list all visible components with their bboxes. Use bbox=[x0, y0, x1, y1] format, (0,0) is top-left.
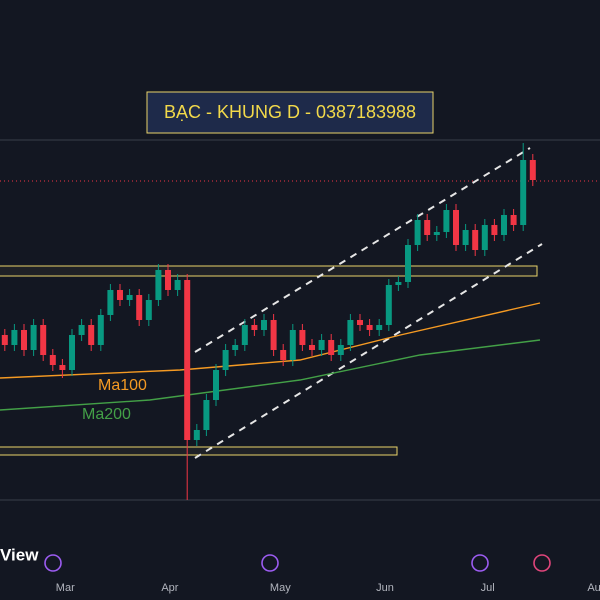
candle-body bbox=[40, 325, 47, 355]
candle-body bbox=[318, 340, 325, 350]
candle-body bbox=[405, 245, 411, 282]
candle-body bbox=[337, 345, 344, 355]
ma-label: Ma200 bbox=[82, 406, 131, 423]
candle-body bbox=[21, 330, 27, 350]
ma-label: Ma100 bbox=[98, 377, 147, 394]
candle-body bbox=[328, 340, 335, 355]
ma-line bbox=[0, 339, 541, 411]
candle-body bbox=[376, 325, 383, 330]
x-tick-label: Aug bbox=[587, 582, 600, 594]
candle-body bbox=[414, 220, 421, 245]
candle-body bbox=[433, 232, 440, 235]
candle-body bbox=[88, 325, 95, 345]
title-box bbox=[146, 91, 434, 134]
event-icon[interactable] bbox=[471, 554, 489, 572]
trend-line bbox=[194, 147, 531, 353]
candle-body bbox=[213, 370, 219, 400]
candle-body bbox=[481, 225, 488, 250]
candle-body bbox=[510, 215, 517, 225]
event-icon[interactable] bbox=[44, 554, 62, 572]
candle-body bbox=[462, 230, 469, 245]
candle-body bbox=[251, 325, 258, 330]
candle-body bbox=[222, 350, 229, 370]
candle-body bbox=[280, 350, 287, 360]
event-icons bbox=[44, 554, 551, 572]
candle-body bbox=[289, 330, 296, 360]
candle-body bbox=[347, 320, 354, 345]
candle-body bbox=[69, 335, 75, 370]
candle-body bbox=[443, 210, 450, 232]
candle-body bbox=[366, 325, 373, 330]
candle-body bbox=[117, 290, 123, 300]
candle-body bbox=[155, 270, 162, 300]
trend-line bbox=[194, 243, 543, 459]
candle-body bbox=[165, 270, 171, 290]
event-icon[interactable] bbox=[261, 554, 279, 572]
candle-body bbox=[11, 330, 18, 345]
candle-body bbox=[453, 210, 459, 245]
event-icon[interactable] bbox=[533, 554, 551, 572]
candle-body bbox=[126, 295, 133, 300]
x-tick-label: Jun bbox=[376, 582, 394, 594]
candle-body bbox=[49, 355, 56, 365]
candle-body bbox=[184, 280, 191, 440]
candle-body bbox=[241, 325, 248, 345]
candle-body bbox=[385, 285, 392, 325]
candle-body bbox=[59, 365, 66, 370]
candle-body bbox=[78, 325, 85, 335]
x-tick-label: Apr bbox=[161, 582, 178, 594]
candle-body bbox=[97, 315, 104, 345]
zone-box bbox=[0, 265, 538, 277]
candle-body bbox=[193, 430, 200, 440]
candle-body bbox=[203, 400, 210, 430]
candle-body bbox=[174, 280, 181, 290]
candle-body bbox=[261, 320, 267, 330]
candle-body bbox=[357, 320, 363, 325]
candle-body bbox=[309, 345, 315, 350]
candle-body bbox=[395, 282, 402, 285]
zone-box bbox=[0, 446, 398, 456]
candle-body bbox=[232, 345, 239, 350]
candle-body bbox=[270, 320, 277, 350]
candle-body bbox=[299, 330, 306, 345]
chart-title: BẠC - KHUNG D - 0387183988 bbox=[164, 102, 416, 122]
candle-body bbox=[30, 325, 37, 350]
candle-body bbox=[136, 295, 143, 320]
x-tick-label: Mar bbox=[56, 582, 75, 594]
candle-body bbox=[424, 220, 431, 235]
candle-body bbox=[107, 290, 114, 315]
x-tick-label: May bbox=[270, 582, 291, 594]
candle-body bbox=[145, 300, 152, 320]
candle-body bbox=[520, 160, 527, 225]
candle-body bbox=[472, 230, 479, 250]
x-tick-label: Jul bbox=[481, 582, 495, 594]
candle-body bbox=[1, 335, 8, 345]
candle-body bbox=[501, 215, 507, 235]
candle-body bbox=[491, 225, 498, 235]
ma-line bbox=[0, 302, 541, 379]
candle-body bbox=[529, 160, 536, 180]
brand: View bbox=[0, 545, 39, 564]
